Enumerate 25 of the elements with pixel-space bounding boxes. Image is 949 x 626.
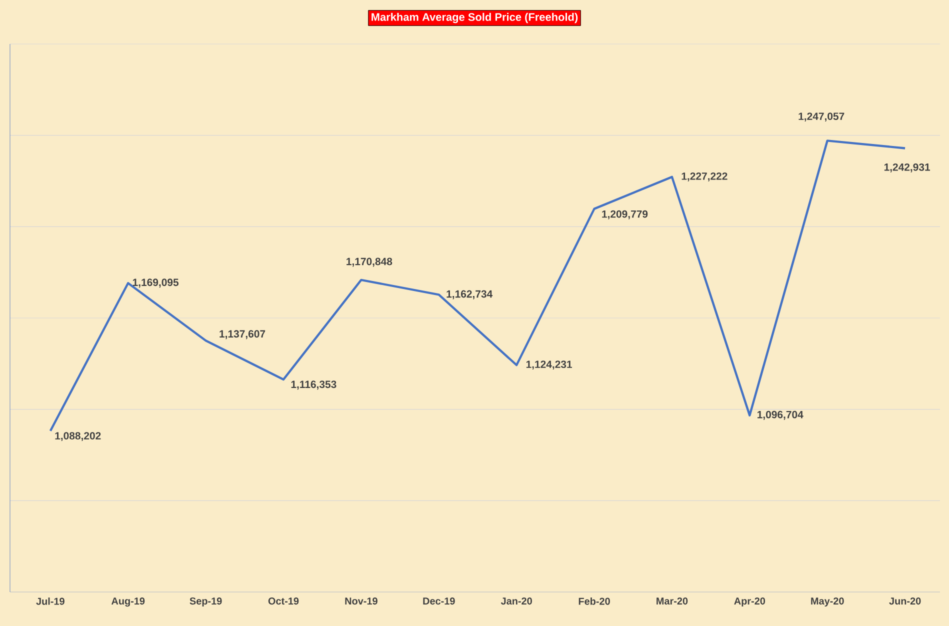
x-tick-label: Mar-20 xyxy=(656,598,688,605)
x-tick-label: Dec-19 xyxy=(423,598,455,605)
x-tick-label: Aug-19 xyxy=(111,598,145,607)
x-tick-label: Nov-19 xyxy=(345,598,378,605)
data-label: 1,242,931 xyxy=(884,163,930,172)
x-tick-label: Sep-19 xyxy=(190,598,222,607)
x-tick-label: Jun-20 xyxy=(889,598,921,605)
x-tick-label: Oct-19 xyxy=(268,598,299,605)
data-label: 1,088,202 xyxy=(55,432,101,442)
data-label: 1,096,704 xyxy=(758,410,804,420)
data-label: 1,169,095 xyxy=(132,278,179,288)
data-label: 1,247,057 xyxy=(798,112,844,122)
x-tick-label: Apr-20 xyxy=(734,598,766,607)
data-label: 1,162,734 xyxy=(446,290,493,300)
data-label: 1,116,353 xyxy=(291,380,336,390)
data-label: 1,137,607 xyxy=(220,330,266,340)
x-tick-label: Feb-20 xyxy=(578,598,610,605)
data-label: 1,124,231 xyxy=(526,360,572,370)
x-tick-label: Jan-20 xyxy=(500,598,532,605)
chart-title: Markham Average Sold Price (Freehold) xyxy=(372,12,578,24)
data-label: 1,209,779 xyxy=(602,210,648,220)
data-label: 1,170,848 xyxy=(346,258,392,267)
x-tick-label: Jul-19 xyxy=(36,598,64,605)
x-tick-label: May-20 xyxy=(811,598,844,607)
data-label: 1,227,222 xyxy=(682,172,728,182)
